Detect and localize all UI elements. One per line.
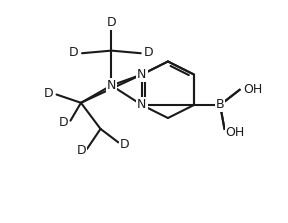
Text: B: B	[216, 99, 224, 112]
Text: D: D	[144, 46, 154, 59]
Text: N: N	[137, 68, 147, 81]
Text: OH: OH	[226, 126, 245, 139]
Text: OH: OH	[243, 83, 262, 96]
Text: D: D	[44, 87, 54, 99]
Text: D: D	[69, 46, 79, 59]
Text: D: D	[58, 116, 68, 129]
Text: D: D	[120, 138, 130, 151]
Text: N: N	[137, 99, 147, 112]
Text: N: N	[107, 79, 116, 92]
Text: D: D	[107, 16, 116, 29]
Text: D: D	[77, 144, 86, 157]
